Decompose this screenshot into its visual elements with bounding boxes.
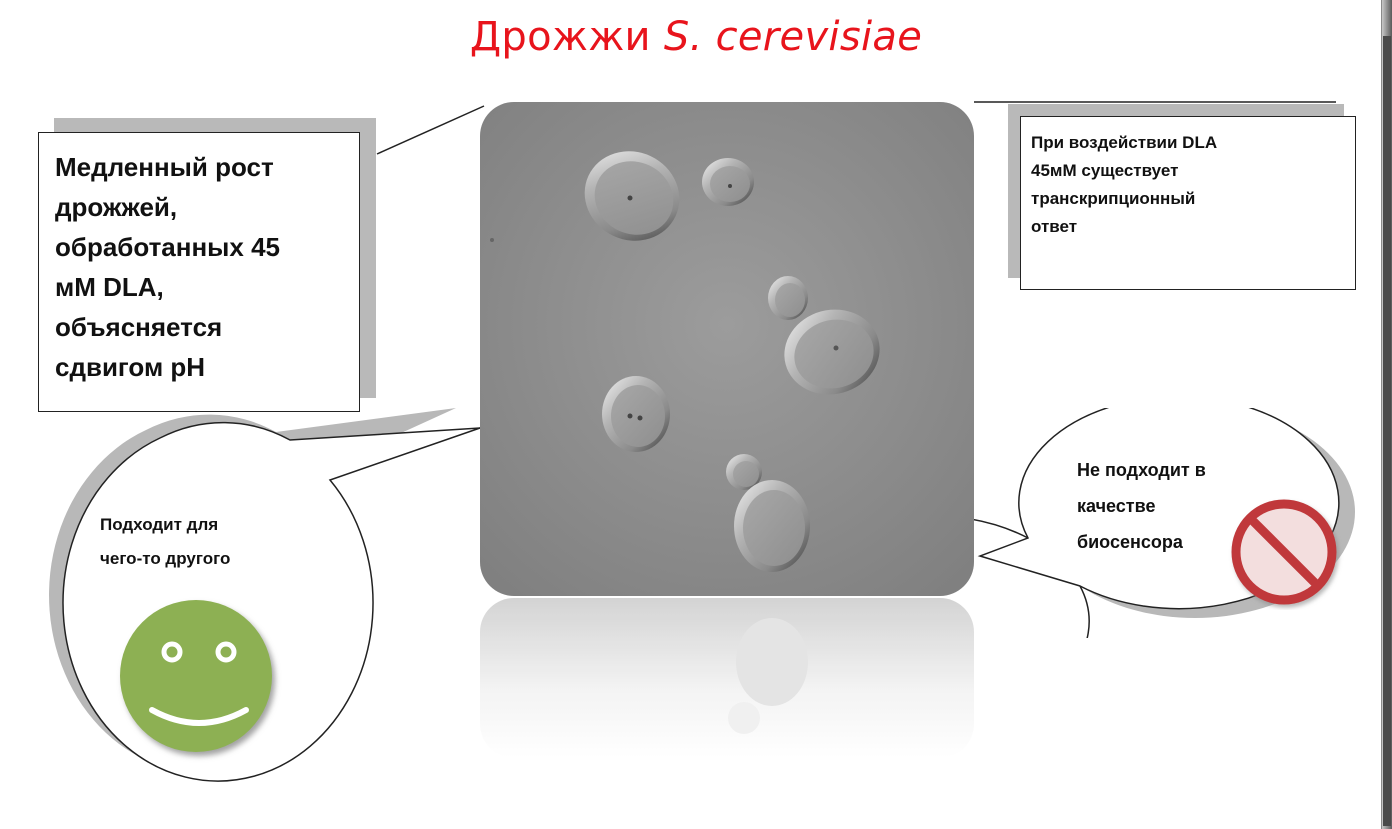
image-reflection [480, 598, 974, 758]
slide-title-prefix: Дрожжи [469, 14, 664, 60]
right-callout-box: При воздействии DLA 45мМ существует тран… [1020, 116, 1356, 290]
right-callout-line: ответ [1031, 217, 1078, 236]
left-callout-line: сдвигом pH [55, 352, 206, 382]
left-callout-line: мМ DLA, [55, 272, 164, 302]
right-bubble-line: Не подходит в [1077, 460, 1206, 480]
scrollbar-thumb[interactable] [1383, 36, 1391, 826]
left-bubble-text: Подходит для чего-то другого [100, 508, 230, 576]
left-callout-box: Медленный рост дрожжей, обработанных 45 … [38, 132, 360, 412]
slide-title: Дрожжи S. cerevisiae [0, 14, 1392, 60]
left-bubble-line: Подходит для [100, 515, 219, 534]
left-callout-line: обработанных 45 [55, 232, 280, 262]
left-bubble-line: чего-то другого [100, 549, 231, 568]
left-callout-line: Медленный рост [55, 152, 274, 182]
left-callout-line: объясняется [55, 312, 223, 342]
right-bubble-line: биосенсора [1077, 532, 1183, 552]
slide-title-species: S. cerevisiae [663, 14, 923, 60]
yeast-microscopy-image [480, 102, 974, 596]
right-callout-line: транскрипционный [1031, 189, 1196, 208]
right-bubble-text: Не подходит в качестве биосенсора [1077, 452, 1206, 560]
right-edge-scrollbar[interactable] [1381, 0, 1392, 829]
no-entry-sign-icon [1231, 499, 1337, 605]
left-callout-line: дрожжей, [55, 192, 178, 222]
right-callout-line: При воздействии DLA [1031, 133, 1218, 152]
right-bubble-line: качестве [1077, 496, 1156, 516]
smiley-face-icon [120, 600, 272, 752]
right-callout-line: 45мМ существует [1031, 161, 1179, 180]
